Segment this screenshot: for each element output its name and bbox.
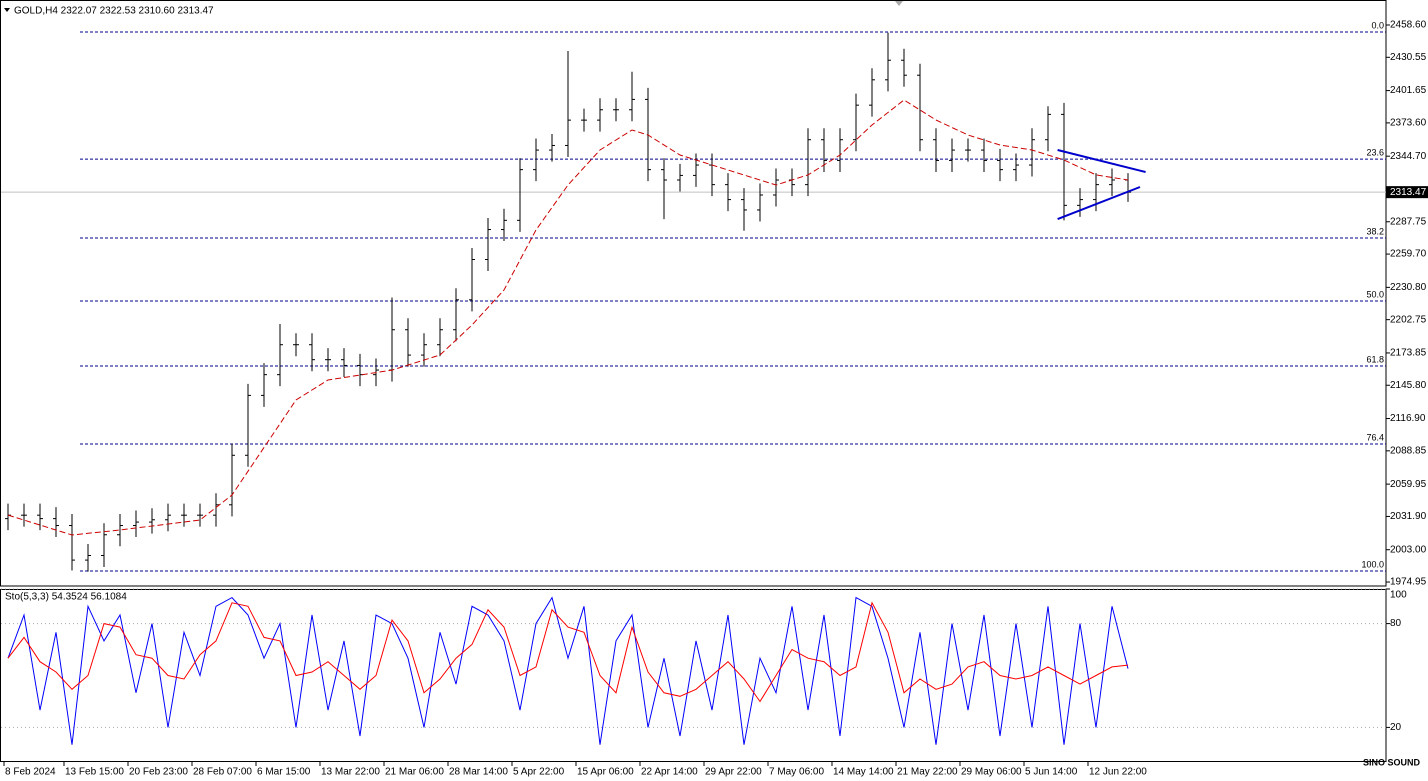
y-tick-label: 2373.60: [1390, 118, 1427, 129]
x-tick-label: 13 Feb 15:00: [65, 767, 124, 778]
y-tick-label: 100: [1390, 590, 1407, 601]
fib-label: 100.0: [1361, 559, 1384, 569]
y-tick-label: 2088.85: [1390, 445, 1427, 456]
x-tick-label: 8 Feb 2024: [5, 767, 56, 778]
x-tick-label: 5 Jun 14:00: [1025, 767, 1078, 778]
trendline: [1057, 149, 1146, 173]
fib-label: 0.0: [1371, 20, 1384, 30]
y-tick-label: 2031.90: [1390, 511, 1427, 522]
x-tick-label: 28 Mar 14:00: [449, 767, 508, 778]
y-tick-label: 2116.90: [1390, 413, 1426, 424]
moving-average: [7, 99, 1129, 536]
x-tick-label: 13 Mar 22:00: [321, 767, 380, 778]
x-tick-label: 14 May 14:00: [833, 767, 894, 778]
x-tick-label: 29 Apr 22:00: [705, 767, 762, 778]
last-price-label: 2313.47: [1390, 187, 1427, 198]
y-tick-label: 2230.80: [1390, 282, 1427, 293]
y-tick-label: 20: [1390, 722, 1402, 733]
x-tick-label: 12 Jun 22:00: [1089, 767, 1147, 778]
shift-marker: [895, 1, 903, 6]
x-tick-label: 29 May 06:00: [961, 767, 1022, 778]
y-tick-label: 2430.55: [1390, 52, 1427, 63]
last-price-box: [1386, 186, 1428, 199]
y-tick-label: 2003.00: [1390, 544, 1427, 555]
price-header: GOLD,H4 2322.07 2322.53 2310.60 2313.47: [14, 6, 214, 17]
y-tick-label: 2259.70: [1390, 249, 1427, 260]
x-tick-label: 21 Mar 06:00: [385, 767, 444, 778]
x-tick-label: 20 Feb 23:00: [129, 767, 188, 778]
fib-label: 38.2: [1366, 226, 1384, 236]
y-tick-label: 2401.65: [1390, 85, 1427, 96]
price-pane-border: [0, 0, 1387, 587]
oscillator-line: [7, 596, 1129, 745]
x-tick-label: 21 May 22:00: [897, 767, 958, 778]
fib-label: 61.8: [1366, 354, 1384, 364]
oscillator-header: Sto(5,3,3) 54.3524 56.1084: [5, 592, 127, 603]
x-tick-label: 15 Apr 06:00: [577, 767, 634, 778]
menu-arrow[interactable]: [4, 8, 10, 12]
fib-label: 76.4: [1366, 432, 1384, 442]
y-tick-label: 2287.75: [1390, 216, 1427, 227]
watermark: SINO SOUND: [1363, 757, 1421, 767]
y-tick-label: 2059.95: [1390, 479, 1427, 490]
y-tick-label: 2145.80: [1390, 380, 1427, 391]
x-tick-label: 7 May 06:00: [769, 767, 824, 778]
oscillator-line: [7, 601, 1129, 703]
trendline: [1057, 186, 1141, 221]
y-tick-label: 1974.95: [1390, 577, 1427, 588]
x-tick-label: 6 Mar 15:00: [257, 767, 311, 778]
x-tick-label: 5 Apr 22:00: [513, 767, 565, 778]
y-tick-label: 2173.85: [1390, 348, 1427, 359]
y-tick-label: 80: [1390, 618, 1402, 629]
y-tick-label: 2344.70: [1390, 151, 1427, 162]
y-tick-label: 2202.75: [1390, 314, 1427, 325]
y-tick-label: 2458.60: [1390, 20, 1427, 31]
fib-label: 23.6: [1366, 148, 1384, 158]
fib-label: 50.0: [1366, 289, 1384, 299]
x-tick-label: 28 Feb 07:00: [193, 767, 252, 778]
x-tick-label: 22 Apr 14:00: [641, 767, 698, 778]
